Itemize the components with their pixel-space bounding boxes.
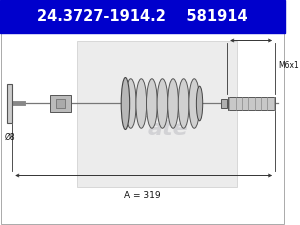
Text: Ø8: Ø8 (4, 133, 15, 142)
Text: A = 319: A = 319 (124, 191, 161, 200)
Text: M6x1: M6x1 (278, 61, 299, 70)
Text: ate: ate (148, 119, 189, 139)
Bar (56, 99, 65, 108)
Ellipse shape (146, 79, 157, 128)
Ellipse shape (196, 86, 203, 121)
Text: 36: 36 (246, 25, 256, 34)
Text: 24.3727-1914.2    581914: 24.3727-1914.2 581914 (37, 9, 248, 24)
Bar (228, 97, 275, 110)
Ellipse shape (125, 79, 136, 128)
Bar (221, 99, 227, 108)
Ellipse shape (189, 79, 200, 128)
Ellipse shape (136, 79, 147, 128)
Ellipse shape (121, 77, 130, 129)
Bar (7, 84, 12, 123)
Bar (77, 40, 237, 187)
Ellipse shape (157, 79, 168, 128)
Bar (50, 95, 71, 112)
Ellipse shape (178, 79, 189, 128)
Bar (0, 0, 285, 33)
Ellipse shape (168, 79, 178, 128)
